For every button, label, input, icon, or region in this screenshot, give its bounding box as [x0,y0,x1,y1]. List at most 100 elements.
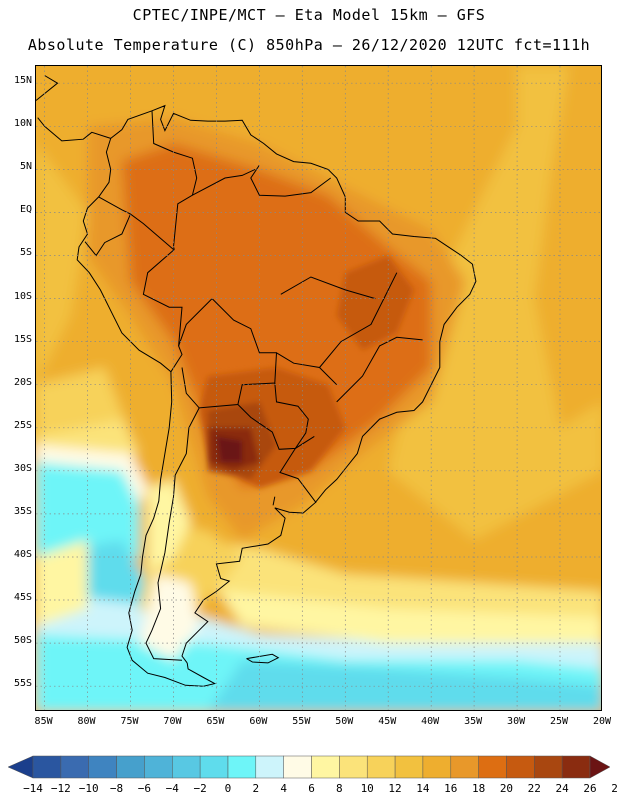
colorbar-box [339,755,368,779]
border-uruguay-argentina [272,496,276,506]
lat-label: 10N [13,118,32,130]
field-land-20 [121,143,432,489]
colorbar-label: 6 [308,782,315,795]
colorbar-label: 16 [444,782,458,795]
colorbar-box [116,755,145,779]
title-line-2: Absolute Temperature (C) 850hPa – 26/12/… [27,36,591,54]
border-brazil-states-2 [319,272,398,368]
colorbar-label: −14 [23,782,43,795]
coast-honduras [36,75,59,101]
lon-label: 70W [163,716,182,727]
lat-label: 55S [13,678,32,690]
colorbar-box [88,755,117,779]
colorbar-label: 4 [280,782,287,795]
field-chaco-28 [216,436,243,463]
colorbar-box [561,755,591,779]
lat-label: 15N [13,75,32,87]
field-atlantic-14 [388,66,601,540]
lon-label: 35W [464,716,483,727]
temperature-map [36,66,601,710]
lat-label: 5S [19,247,32,259]
lat-label: 30S [13,462,32,474]
colorbar-label: 12 [388,782,402,795]
field-south-10 [173,539,601,618]
coast-pacific [76,138,217,687]
colorbar-label: −12 [50,782,71,795]
lat-label: 25S [13,419,32,431]
colorbar-box [32,755,62,779]
colorbar-label: 20 [499,782,514,795]
field-atlantic-east-16 [534,66,601,428]
field-ne-22 [336,255,414,351]
border-brazil-states-4 [276,352,338,386]
border-brazil-states-3 [280,276,376,300]
colorbar-label: 2 [252,782,260,795]
colorbar-label: −8 [109,782,124,795]
border-paraguay [237,382,309,450]
colorbar-box [283,755,312,779]
border-argentina-chile [145,407,200,661]
colorbar-label: 26 [583,782,597,795]
colorbar-label: 0 [224,782,232,795]
field-pacific-14 [36,143,88,385]
lon-label: 85W [34,716,53,727]
colorbar-box [506,755,535,779]
coast-central-america [37,117,111,142]
lon-label: 75W [120,716,139,727]
lon-label: 80W [77,716,96,727]
colorbar-box [478,755,507,779]
field-pacific-8 [36,539,88,626]
colorbar-label: 14 [416,782,430,795]
field-patagonia-6 [139,574,200,661]
lat-label: 20S [13,376,32,388]
colorbar-label: 28 [611,782,618,795]
title-line-1: CPTEC/INPE/MCT – Eta Model 15km – GFS [132,6,486,24]
colorbar-box [534,755,563,779]
border-uruguay-brazil [279,435,317,504]
colorbar-label: 18 [471,782,486,795]
coast-falklands [246,653,280,664]
colorbar-box [60,755,90,779]
colorbar-box [366,755,396,779]
colorbar-label: −6 [137,782,152,795]
border-guianas [250,164,331,197]
colorbar-box [450,755,479,779]
coast-atlantic [110,104,477,664]
lon-label: 30W [507,716,526,727]
map-frame [35,65,602,711]
field-south-0 [209,660,601,710]
colorbar-arrow-low [7,755,34,779]
border-venezuela-brazil [192,168,256,196]
lon-label: 45W [378,716,397,727]
colorbar-label: 24 [555,782,569,795]
colorbar-arrow-high [589,755,611,779]
lat-label: 10S [13,290,32,302]
lon-label: 60W [249,716,268,727]
colorbar-box [255,755,284,779]
colorbar-label: −10 [78,782,99,795]
colorbar-label: 8 [336,782,343,795]
lat-label: 15S [13,333,32,345]
colorbar-box [144,755,173,779]
border-brazil-states-1 [336,336,423,403]
lon-label: 65W [206,716,225,727]
colorbar-box [172,755,201,779]
lon-label: 50W [335,716,354,727]
lon-label: 40W [421,716,440,727]
lat-label: EQ [19,204,32,216]
colorbar-box [311,755,340,779]
lon-label: 20W [592,716,612,727]
lon-label: 25W [550,716,569,727]
colorbar-box [422,755,452,779]
colorbar [7,755,611,779]
lat-label: 5N [19,161,32,173]
border-colombia-venezuela [151,110,198,250]
lat-label: 50S [13,635,32,647]
colorbar-box [227,755,257,779]
border-peru [142,249,183,373]
lat-label: 45S [13,592,32,604]
colorbar-box [394,755,424,779]
colorbar-label: −4 [165,782,179,795]
lat-label: 40S [13,548,32,560]
lon-label: 55W [292,716,311,727]
